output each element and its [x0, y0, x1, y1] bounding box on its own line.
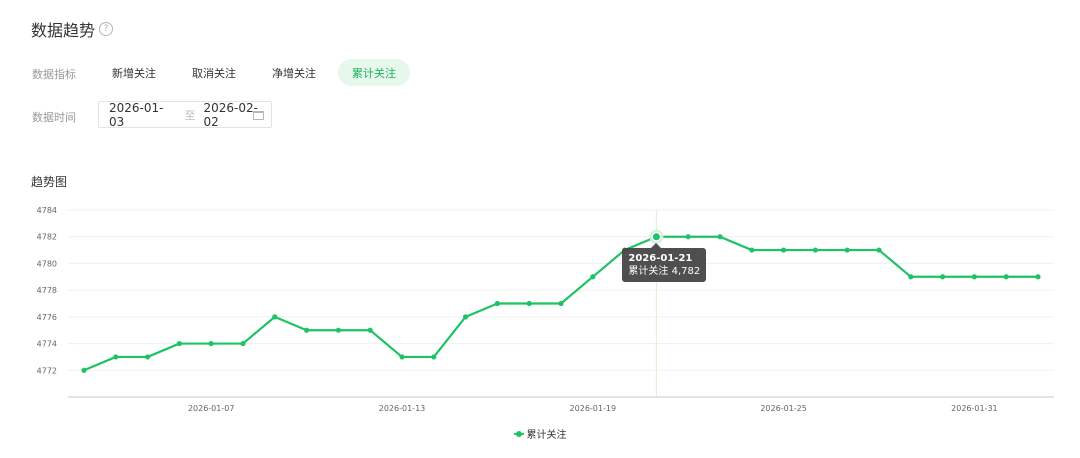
data-point	[463, 314, 469, 320]
page-title: 数据趋势 ?	[31, 17, 114, 41]
tooltip-value-line: 累计关注 4,782	[628, 265, 700, 278]
time-row-label: 数据时间	[32, 111, 76, 124]
y-tick-label: 4776	[37, 313, 57, 322]
data-point	[781, 247, 787, 253]
tooltip-value: 4,782	[671, 265, 701, 277]
tab-net-follow[interactable]: 净增关注	[272, 66, 316, 80]
legend-swatch	[513, 430, 524, 438]
y-tick-label: 4778	[37, 286, 57, 295]
y-tick-label: 4784	[37, 206, 57, 215]
data-point	[652, 233, 660, 241]
x-tick-label: 2026-01-07	[188, 404, 235, 413]
end-date[interactable]: 2026-02-02	[203, 100, 258, 129]
data-point	[304, 327, 310, 333]
chart-title: 趋势图	[31, 175, 68, 189]
x-tick-label: 2026-01-19	[570, 404, 617, 413]
data-point	[399, 354, 405, 360]
data-point	[590, 274, 596, 280]
data-point	[335, 327, 341, 333]
trend-line-chart: 4772 4774 4776 4778 4780 4782 4784 2026-01-07 20…	[37, 206, 1054, 413]
calendar-icon[interactable]	[253, 111, 264, 120]
tooltip-series-name: 累计关注	[628, 265, 669, 277]
tab-unfollow[interactable]: 取消关注	[192, 66, 236, 80]
x-tick-label: 2026-01-25	[760, 404, 807, 413]
legend-label: 累计关注	[526, 430, 567, 441]
x-tick-label: 2026-01-31	[951, 404, 998, 413]
data-point	[367, 327, 373, 333]
page-title-text: 数据趋势	[31, 21, 96, 40]
date-range-picker[interactable]: 2026-01-03 至 2026-02-02	[98, 100, 272, 129]
data-point	[971, 274, 978, 280]
data-point	[844, 247, 850, 253]
data-point	[145, 354, 151, 360]
data-point	[526, 300, 532, 307]
data-point	[558, 300, 564, 307]
y-tick-label: 4782	[37, 233, 57, 242]
tab-new-follow[interactable]: 新增关注	[112, 66, 156, 80]
tab-cumulative-follow[interactable]: 累计关注	[338, 59, 410, 86]
data-point	[1035, 274, 1041, 280]
data-point	[1003, 274, 1009, 280]
y-tick-label: 4772	[37, 366, 57, 375]
data-point	[272, 314, 278, 320]
chart-tooltip: 2026-01-21 累计关注 4,782	[622, 242, 707, 282]
data-point	[812, 247, 819, 253]
y-tick-label: 4780	[37, 259, 57, 268]
data-point	[113, 354, 119, 360]
tooltip-date: 2026-01-21	[628, 252, 693, 264]
data-point	[176, 340, 182, 347]
start-date[interactable]: 2026-01-03	[109, 100, 164, 129]
data-point	[431, 354, 437, 360]
data-point	[494, 300, 500, 307]
data-point	[749, 247, 755, 253]
help-circle-icon[interactable]: ?	[99, 22, 114, 36]
x-tick-label: 2026-01-13	[379, 404, 426, 413]
data-point	[717, 234, 723, 240]
data-point	[876, 247, 882, 253]
y-tick-label: 4774	[37, 340, 57, 349]
data-point	[208, 340, 214, 347]
metric-row-label: 数据指标	[32, 68, 76, 81]
data-point	[940, 274, 946, 280]
data-point	[685, 234, 691, 240]
data-point	[240, 340, 246, 347]
data-point	[908, 274, 914, 280]
data-point	[81, 367, 87, 373]
metric-tabs: 新增关注 取消关注 净增关注 累计关注	[98, 59, 418, 86]
date-range-separator: 至	[184, 108, 196, 122]
chart-legend[interactable]: 累计关注	[0, 426, 1080, 441]
